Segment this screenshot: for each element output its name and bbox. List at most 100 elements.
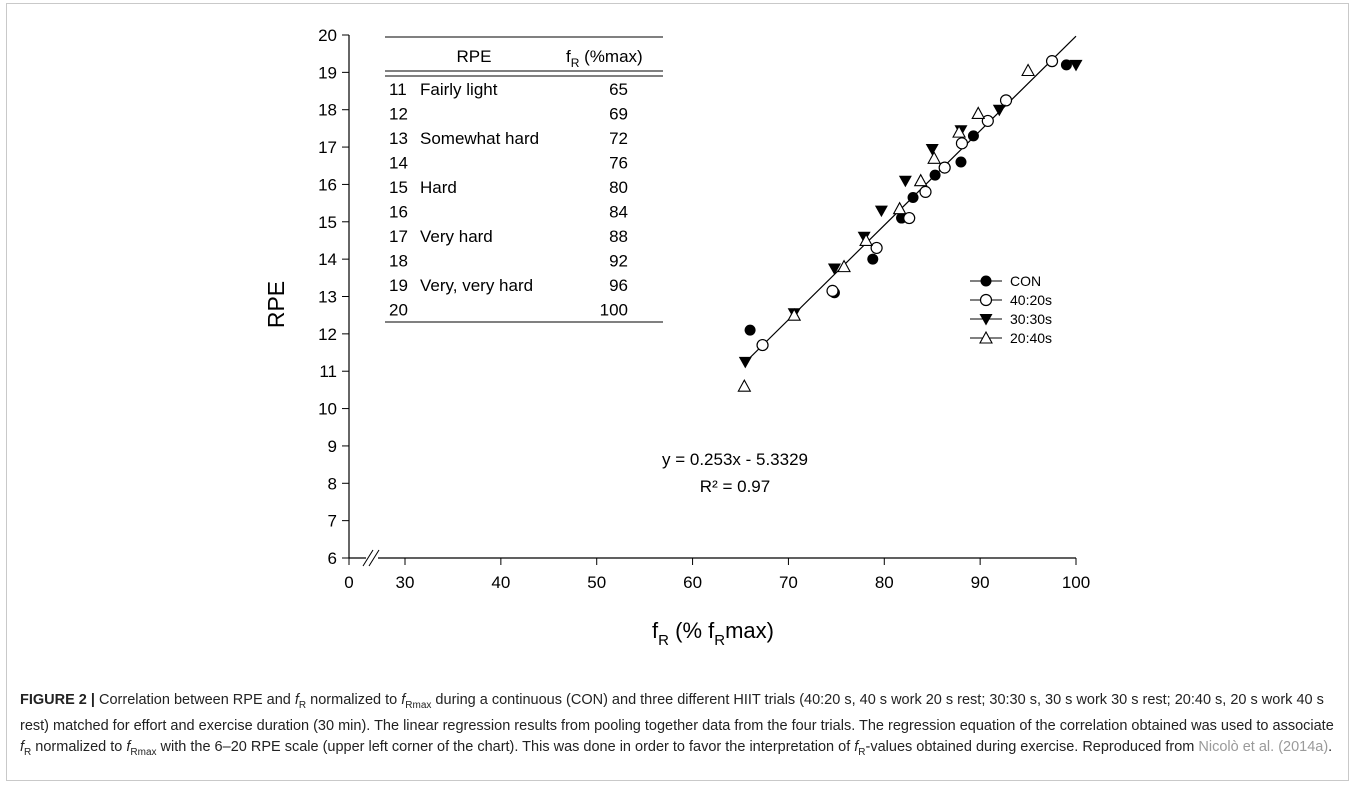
data-point-filled-triangle-down xyxy=(827,263,841,275)
y-axis-title: RPE xyxy=(263,281,289,328)
y-tick-label: 7 xyxy=(328,512,337,531)
y-tick-label: 13 xyxy=(318,288,337,307)
y-tick-label: 20 xyxy=(318,26,337,45)
x-axis-title-part: f xyxy=(652,618,659,643)
caption-fr: f xyxy=(294,692,299,708)
data-point-open-circle xyxy=(999,94,1013,107)
table-cell-rpe: 11 xyxy=(389,80,407,99)
data-point-filled-circle xyxy=(744,324,756,336)
table-cell-fr: 80 xyxy=(609,178,628,197)
table-cell-rpe: 18 xyxy=(389,252,408,271)
data-point-filled-triangle-down xyxy=(738,356,752,369)
caption-frmax: f xyxy=(401,692,406,708)
table-header-fr-sub: R xyxy=(571,56,580,70)
legend-marker xyxy=(980,275,992,287)
caption-text-1: Correlation between RPE and xyxy=(94,692,295,708)
chart-marks xyxy=(737,35,1083,392)
y-tick-label: 9 xyxy=(328,437,337,456)
caption-text-4: normalized to xyxy=(31,738,127,755)
data-point-filled-triangle-down xyxy=(874,205,888,218)
data-point-filled-triangle-down xyxy=(1069,59,1083,72)
data-point-open-triangle-up xyxy=(1021,63,1035,77)
scatter-chart: 6 7 8 9 10 11 12 13 14 15 16 17 18 19 20 0 30 40 50 60 70 80 9… xyxy=(263,26,1090,649)
table-cell-rpe: 17 xyxy=(389,227,408,246)
table-cell-description: Very, very hard xyxy=(420,276,533,295)
y-tick-label: 15 xyxy=(318,213,337,232)
y-tick-label: 17 xyxy=(318,138,337,157)
table-cell-description: Fairly light xyxy=(420,80,498,99)
caption-fr-2: f xyxy=(20,738,25,755)
data-point-open-circle xyxy=(1045,55,1059,68)
legend-label: 40:20s xyxy=(1010,292,1052,308)
data-point-open-triangle-up xyxy=(927,151,942,164)
data-point-open-triangle-up xyxy=(787,308,802,321)
caption-text-7: . xyxy=(1328,738,1333,755)
caption-text-5: with the 6–20 RPE scale (upper left corn… xyxy=(156,738,855,755)
legend-marker xyxy=(979,293,993,307)
x-tick-label: 100 xyxy=(1062,573,1090,592)
x-tick-label: 70 xyxy=(779,573,798,592)
data-point-filled-circle xyxy=(955,156,967,168)
x-tick-label: 60 xyxy=(683,573,702,592)
table-cell-rpe: 12 xyxy=(389,105,408,124)
data-point-filled-circle xyxy=(867,253,879,265)
table-header-rpe: RPE xyxy=(457,47,492,66)
y-tick-label: 12 xyxy=(318,325,337,344)
table-cell-description: Very hard xyxy=(420,227,493,246)
caption-fr-sub-2: R xyxy=(24,746,32,758)
legend-marker xyxy=(979,314,993,326)
regression-equation: y = 0.253x - 5.3329 xyxy=(662,450,808,469)
table-cell-rpe: 15 xyxy=(389,178,408,197)
x-axis-title-part: R xyxy=(714,632,725,649)
axis-break-mark-1 xyxy=(362,549,374,567)
chart-legend: CON 40:20s 30:30s 20:40s xyxy=(970,273,1052,346)
table-cell-fr: 88 xyxy=(609,227,628,246)
x-axis-title-part: R xyxy=(658,632,669,649)
caption-reference-link[interactable]: Nicolò et al. (2014a) xyxy=(1198,738,1329,755)
caption-text-3: during a continuous (CON) and three diff… xyxy=(20,692,1334,734)
data-point-filled-triangle-down xyxy=(898,175,912,188)
caption-fr-3: f xyxy=(854,738,859,755)
data-point-open-circle xyxy=(870,241,883,255)
x-tick-label: 50 xyxy=(587,573,606,592)
caption-text-2: normalized to xyxy=(306,692,402,708)
data-point-open-triangle-up xyxy=(971,106,986,119)
y-tick-label: 14 xyxy=(318,250,337,269)
data-point-open-circle xyxy=(938,161,951,174)
caption-frmax-2: f xyxy=(126,738,131,755)
caption-frmax-sub: Rmax xyxy=(405,699,432,711)
x-tick-label: 0 xyxy=(344,573,353,592)
x-axis-title-part: (% f xyxy=(669,618,715,643)
legend-label: 30:30s xyxy=(1010,311,1052,327)
data-point-filled-circle xyxy=(967,130,979,142)
y-tick-label: 11 xyxy=(319,362,337,381)
data-point-open-circle xyxy=(756,338,769,352)
table-cell-description: Somewhat hard xyxy=(420,129,539,148)
data-point-open-triangle-up xyxy=(913,173,928,187)
x-tick-label: 80 xyxy=(875,573,894,592)
caption-fr-sub-3: R xyxy=(858,746,866,758)
data-point-filled-triangle-down xyxy=(925,143,939,156)
data-point-filled-circle xyxy=(1060,59,1072,71)
data-point-open-circle xyxy=(826,284,839,297)
x-axis-title: fR (% fRmax) xyxy=(652,618,774,649)
y-tick-label: 19 xyxy=(318,63,337,82)
chart-axes: 6 7 8 9 10 11 12 13 14 15 16 17 18 19 20 0 30 40 50 60 70 80 9… xyxy=(318,26,1090,592)
table-cell-fr: 92 xyxy=(609,252,628,271)
figure-frame xyxy=(6,3,1349,781)
table-cell-rpe: 20 xyxy=(389,301,408,320)
legend-label: 20:40s xyxy=(1010,330,1052,346)
data-point-open-circle xyxy=(919,185,932,198)
table-cell-fr: 96 xyxy=(609,276,628,295)
y-tick-label: 8 xyxy=(328,474,337,493)
table-cell-fr: 76 xyxy=(609,154,628,173)
caption-frmax-sub-2: Rmax xyxy=(130,746,157,758)
y-tick-label: 10 xyxy=(318,400,337,419)
table-cell-description: Hard xyxy=(420,178,457,197)
x-axis-title-part: max) xyxy=(725,618,774,643)
table-cell-fr: 100 xyxy=(600,301,628,320)
data-point-open-triangle-up xyxy=(892,201,907,215)
table-header-fr-unit: (%max) xyxy=(579,47,642,66)
y-tick-label: 16 xyxy=(318,175,337,194)
